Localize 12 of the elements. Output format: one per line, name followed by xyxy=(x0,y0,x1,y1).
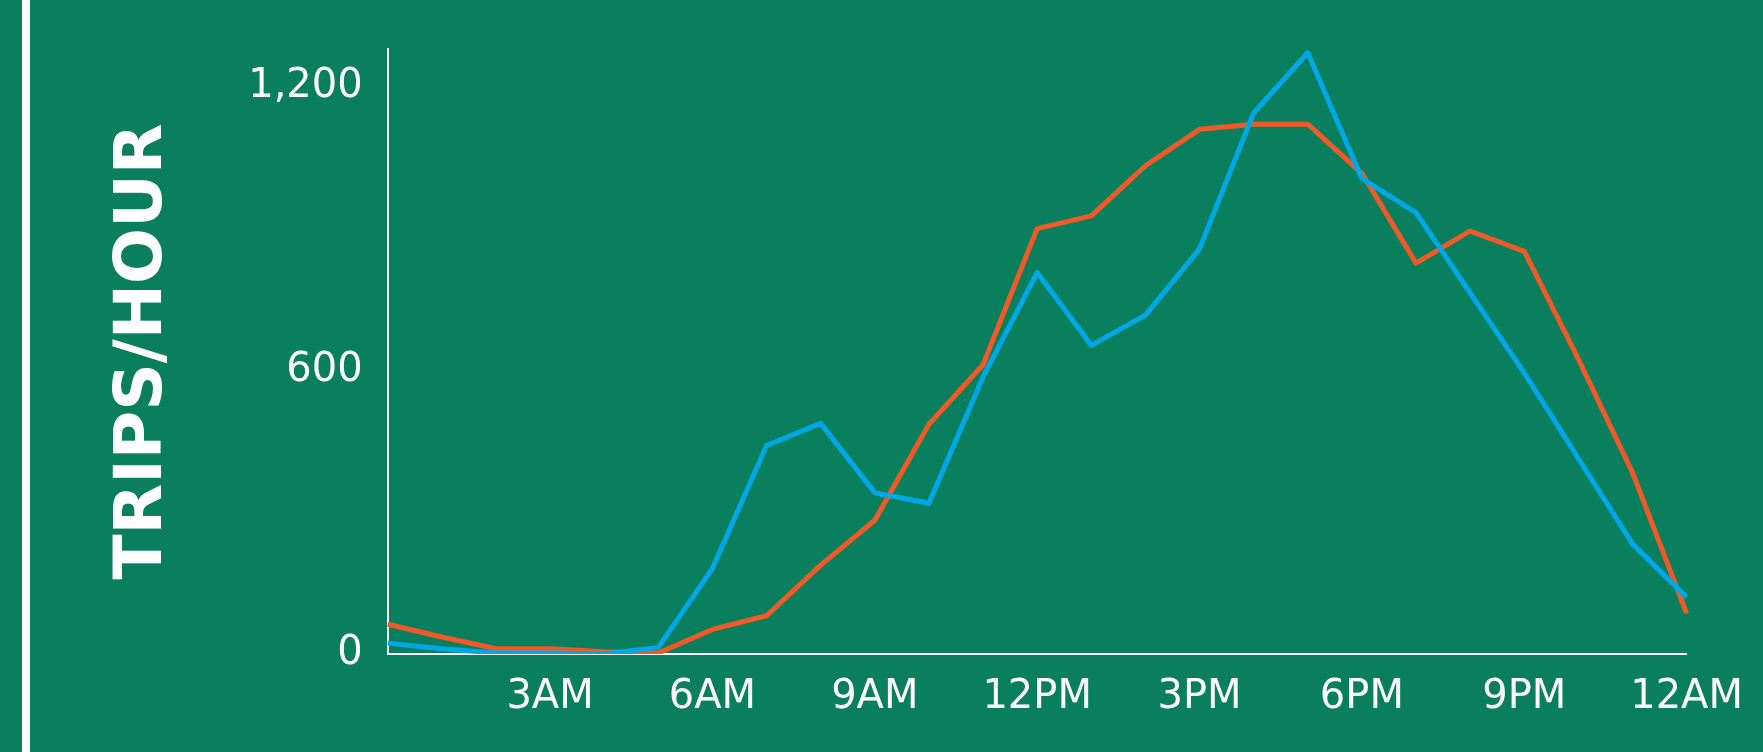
x-tick-label: 3AM xyxy=(506,671,594,718)
x-tick-label: 9PM xyxy=(1482,671,1567,718)
x-tick-label: 12AM xyxy=(1630,671,1743,718)
x-tick-label: 3PM xyxy=(1157,671,1242,718)
y-tick-label: 1,200 xyxy=(248,60,363,107)
y-tick-label: 600 xyxy=(286,343,363,390)
y-tick-label: 0 xyxy=(337,627,363,674)
y-axis-title: TRIPS/HOUR xyxy=(99,123,177,580)
x-tick-label: 12PM xyxy=(982,671,1092,718)
x-tick-label: 6AM xyxy=(668,671,757,718)
x-tick-label: 6PM xyxy=(1319,671,1404,718)
x-tick-label: 9AM xyxy=(831,671,919,718)
